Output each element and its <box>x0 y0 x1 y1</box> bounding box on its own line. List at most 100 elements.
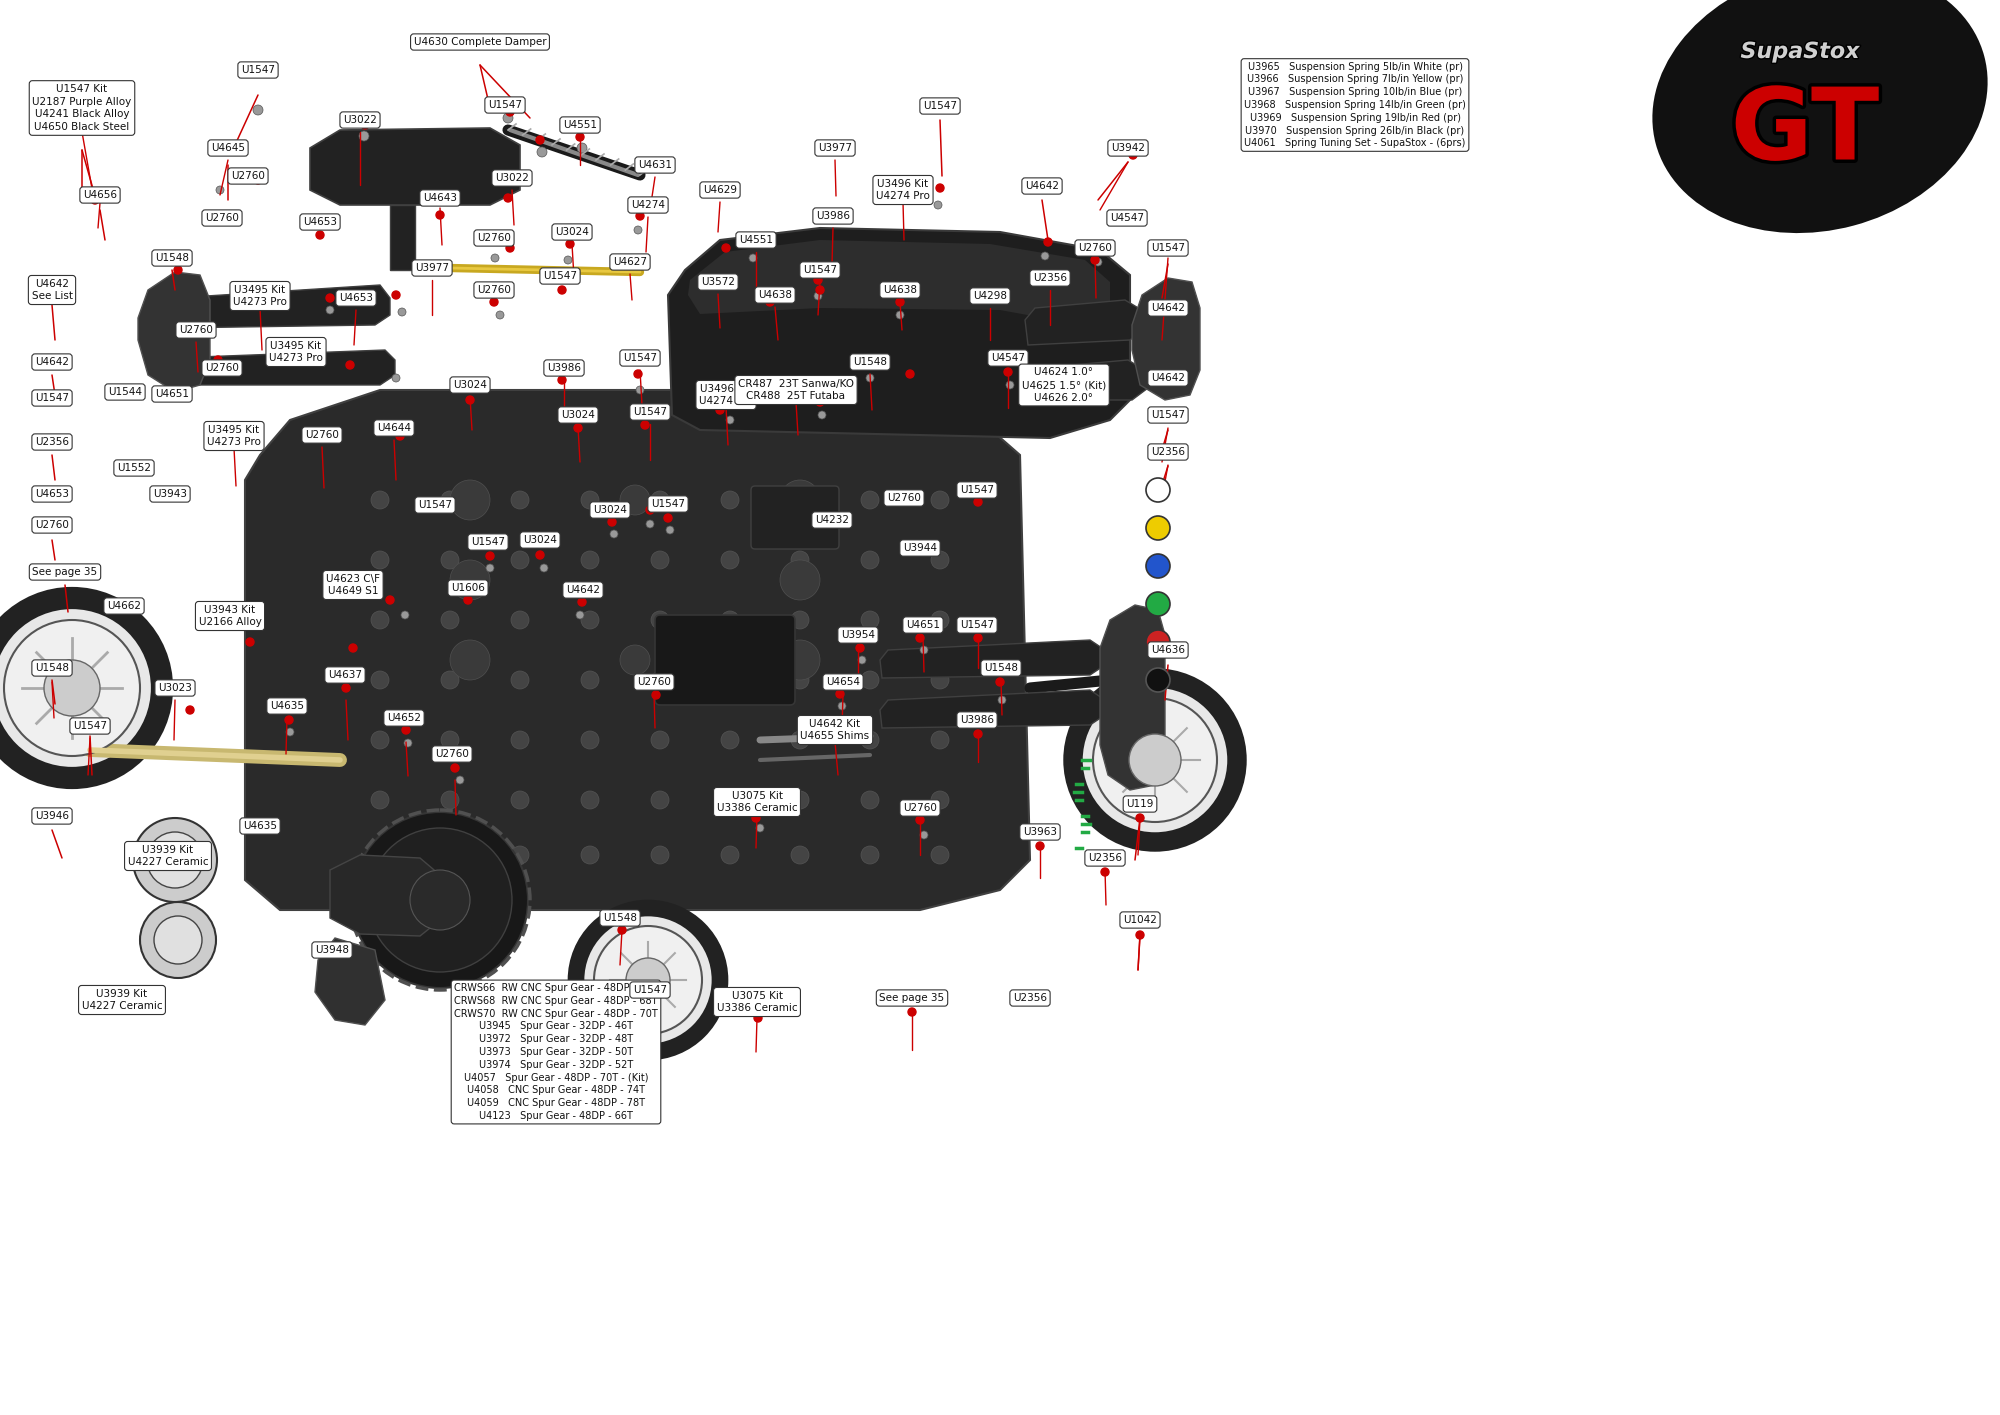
Text: U3943 Kit
U2166 Alloy: U3943 Kit U2166 Alloy <box>198 604 262 627</box>
Text: CRWS66  RW CNC Spur Gear - 48DP - 66T
CRWS68  RW CNC Spur Gear - 48DP - 68T
CRWS: CRWS66 RW CNC Spur Gear - 48DP - 66T CRW… <box>454 983 658 1121</box>
Text: U3965   Suspension Spring 5lb/in White (pr)
U3966   Suspension Spring 7lb/in Yel: U3965 Suspension Spring 5lb/in White (pr… <box>1244 62 1466 149</box>
Text: U1547: U1547 <box>632 985 668 995</box>
Text: U3942: U3942 <box>1112 143 1144 153</box>
Circle shape <box>752 814 760 822</box>
Circle shape <box>860 791 880 809</box>
Text: U4636: U4636 <box>1152 645 1184 655</box>
Text: U4547: U4547 <box>1110 214 1144 224</box>
Text: U2760: U2760 <box>904 802 936 814</box>
Circle shape <box>720 671 740 689</box>
Circle shape <box>512 791 528 809</box>
Circle shape <box>278 358 286 366</box>
Text: U3024: U3024 <box>562 410 594 420</box>
Circle shape <box>540 565 548 572</box>
Text: U3075 Kit
U3386 Ceramic: U3075 Kit U3386 Ceramic <box>716 791 798 814</box>
Text: U4551: U4551 <box>564 120 596 130</box>
Circle shape <box>838 702 846 710</box>
Circle shape <box>780 560 820 600</box>
Circle shape <box>896 311 904 318</box>
Circle shape <box>860 671 880 689</box>
Circle shape <box>754 1015 762 1022</box>
Text: U1547: U1547 <box>418 499 452 509</box>
Circle shape <box>916 816 924 824</box>
Circle shape <box>932 491 950 509</box>
Circle shape <box>896 299 904 306</box>
Circle shape <box>252 105 264 115</box>
Circle shape <box>816 286 824 294</box>
Text: U3496 Kit
U4274 Pro: U3496 Kit U4274 Pro <box>876 178 930 201</box>
Circle shape <box>536 136 544 144</box>
Text: U4653: U4653 <box>304 216 336 226</box>
Circle shape <box>1146 630 1170 654</box>
Text: U2760: U2760 <box>888 492 920 502</box>
Text: U3946: U3946 <box>36 811 68 821</box>
Circle shape <box>936 184 944 192</box>
Circle shape <box>440 791 460 809</box>
Circle shape <box>148 832 204 889</box>
Text: U2356: U2356 <box>1014 993 1048 1003</box>
Circle shape <box>636 212 644 219</box>
Text: U4635: U4635 <box>244 821 276 831</box>
Text: U1547: U1547 <box>960 620 994 630</box>
Text: U4551: U4551 <box>740 235 772 245</box>
Circle shape <box>504 194 512 202</box>
Text: U3943: U3943 <box>152 490 188 499</box>
Circle shape <box>920 647 928 654</box>
Text: U3495 Kit
U4273 Pro: U3495 Kit U4273 Pro <box>234 284 286 307</box>
Circle shape <box>814 276 822 284</box>
Circle shape <box>932 732 950 749</box>
Text: U4643: U4643 <box>424 192 456 202</box>
Circle shape <box>664 514 672 522</box>
Circle shape <box>564 256 572 265</box>
Circle shape <box>906 369 914 378</box>
Circle shape <box>1128 151 1136 158</box>
Circle shape <box>486 565 494 572</box>
Text: U4653: U4653 <box>36 490 68 499</box>
Circle shape <box>392 291 400 299</box>
Text: U2760: U2760 <box>436 749 468 758</box>
Text: U1547: U1547 <box>624 352 656 364</box>
Text: U3495 Kit
U4273 Pro: U3495 Kit U4273 Pro <box>208 424 260 447</box>
Circle shape <box>440 846 460 865</box>
Circle shape <box>410 870 470 930</box>
Circle shape <box>316 231 324 239</box>
Text: U4274: U4274 <box>632 200 664 209</box>
Circle shape <box>342 683 350 692</box>
Circle shape <box>1072 678 1236 842</box>
FancyBboxPatch shape <box>656 616 796 705</box>
Text: U2760: U2760 <box>36 519 68 531</box>
Text: U4653: U4653 <box>340 293 372 303</box>
Circle shape <box>372 791 388 809</box>
Circle shape <box>326 306 334 314</box>
Text: U2356: U2356 <box>1088 853 1122 863</box>
Circle shape <box>512 550 528 569</box>
Circle shape <box>792 491 808 509</box>
Text: U1547: U1547 <box>544 272 576 282</box>
Circle shape <box>372 550 388 569</box>
Circle shape <box>368 828 512 972</box>
Text: U1606: U1606 <box>452 583 484 593</box>
Text: U4635: U4635 <box>270 700 304 710</box>
Circle shape <box>1136 814 1144 822</box>
Circle shape <box>450 560 490 600</box>
Circle shape <box>536 550 544 559</box>
Circle shape <box>1146 591 1170 616</box>
Circle shape <box>286 727 294 736</box>
Polygon shape <box>164 284 390 328</box>
Circle shape <box>496 311 504 318</box>
Circle shape <box>634 369 642 378</box>
Circle shape <box>464 596 472 604</box>
Text: U4642: U4642 <box>1152 303 1184 313</box>
Circle shape <box>792 611 808 630</box>
Polygon shape <box>688 241 1110 330</box>
Circle shape <box>1136 931 1144 940</box>
Circle shape <box>580 791 600 809</box>
Text: U1547: U1547 <box>488 100 522 110</box>
Circle shape <box>608 518 616 526</box>
Circle shape <box>500 171 508 180</box>
Circle shape <box>908 1007 916 1016</box>
Circle shape <box>404 739 412 747</box>
Circle shape <box>580 491 600 509</box>
Text: U4642: U4642 <box>1024 181 1060 191</box>
Circle shape <box>360 132 368 142</box>
